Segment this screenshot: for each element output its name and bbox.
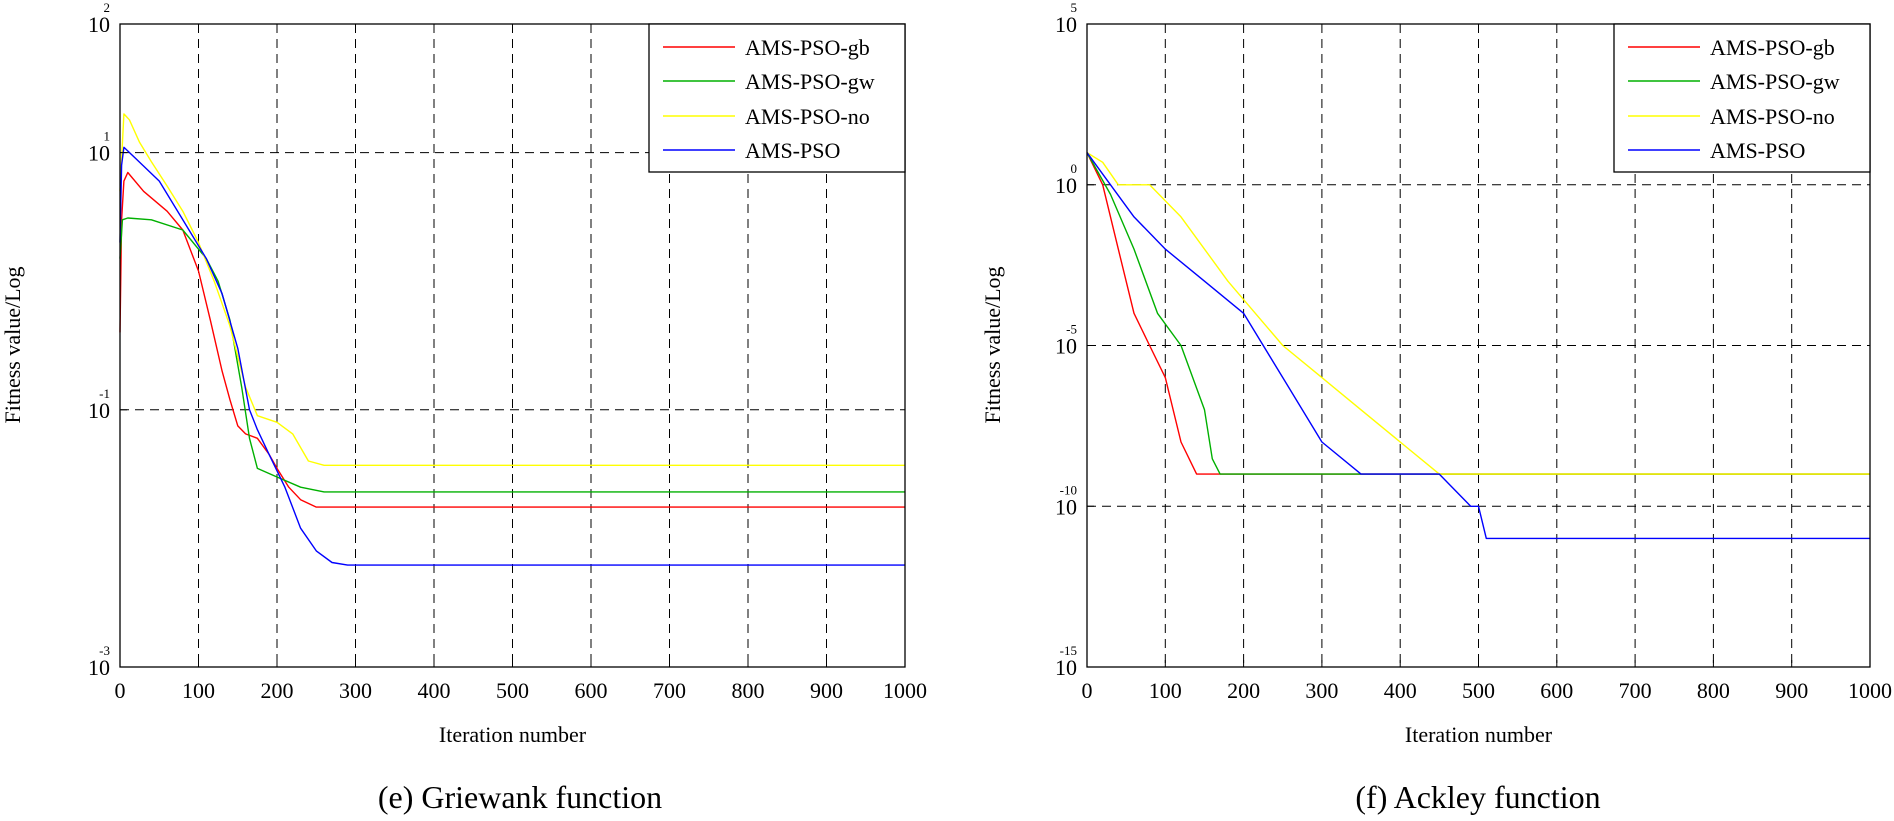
series-line-ams-pso [1086, 152, 1870, 540]
x-tick-label: 1000 [1848, 678, 1892, 703]
x-axis-label: Iteration number [1405, 722, 1553, 747]
y-tick-base: 10 [88, 141, 110, 166]
caption: (e) Griewank function [378, 779, 662, 815]
legend-box [648, 23, 906, 173]
y-tick-label: 105 [1055, 0, 1077, 37]
legend-label: AMS-PSO [745, 138, 840, 163]
y-tick-exponent: 5 [1071, 0, 1078, 15]
legend-label: AMS-PSO-no [745, 104, 870, 129]
y-tick-exponent: 1 [104, 129, 111, 144]
legend-box [1613, 23, 1871, 173]
x-tick-label: 1000 [883, 678, 927, 703]
legend-label: AMS-PSO-no [1710, 104, 1835, 129]
y-axis-label: Fitness value/Log [0, 266, 25, 423]
x-tick-label: 200 [1227, 678, 1260, 703]
y-tick-label: 10-15 [1055, 643, 1077, 680]
x-tick-label: 900 [1775, 678, 1808, 703]
y-tick-base: 10 [88, 655, 110, 680]
legend-entry: AMS-PSO [1628, 138, 1805, 163]
x-tick-label: 800 [732, 678, 765, 703]
y-tick-label: 101 [88, 129, 110, 166]
legend-label: AMS-PSO-gw [745, 69, 875, 94]
legend-label: AMS-PSO-gb [1710, 35, 1835, 60]
x-tick-label: 500 [1462, 678, 1495, 703]
x-tick-label: 700 [1619, 678, 1652, 703]
y-tick-label: 10-10 [1055, 482, 1077, 519]
y-tick-exponent: -3 [99, 643, 110, 658]
legend-label: AMS-PSO-gb [745, 35, 870, 60]
series-line-ams-pso [119, 146, 905, 566]
x-tick-label: 800 [1697, 678, 1730, 703]
x-axis-label: Iteration number [439, 722, 587, 747]
x-tick-label: 0 [1082, 678, 1093, 703]
series-line-ams-pso-gb [119, 171, 905, 508]
legend-entry: AMS-PSO [663, 138, 840, 163]
x-tick-label: 700 [653, 678, 686, 703]
series-line-ams-pso-no [119, 113, 905, 466]
y-tick-base: 10 [1055, 173, 1077, 198]
x-tick-label: 600 [575, 678, 608, 703]
x-tick-label: 300 [339, 678, 372, 703]
x-tick-label: 200 [261, 678, 294, 703]
x-tick-label: 0 [115, 678, 126, 703]
y-tick-base: 10 [1055, 494, 1077, 519]
y-tick-exponent: -15 [1060, 643, 1077, 658]
y-tick-label: 10-3 [88, 643, 110, 680]
legend-label: AMS-PSO [1710, 138, 1805, 163]
y-tick-exponent: -1 [99, 386, 110, 401]
x-tick-label: 100 [1149, 678, 1182, 703]
y-tick-base: 10 [1055, 12, 1077, 37]
legend-entry: AMS-PSO-gw [1628, 69, 1840, 94]
y-tick-exponent: 0 [1071, 161, 1078, 176]
y-tick-base: 10 [1055, 334, 1077, 359]
y-tick-base: 10 [88, 398, 110, 423]
x-tick-label: 500 [496, 678, 529, 703]
x-tick-label: 100 [182, 678, 215, 703]
x-tick-label: 900 [810, 678, 843, 703]
y-tick-exponent: 2 [104, 0, 111, 15]
y-tick-label: 10-5 [1055, 322, 1077, 359]
legend-entry: AMS-PSO-no [1628, 104, 1835, 129]
x-tick-label: 400 [1384, 678, 1417, 703]
series-line-ams-pso-gw [1086, 152, 1870, 475]
y-tick-exponent: -10 [1060, 482, 1077, 497]
y-tick-base: 10 [1055, 655, 1077, 680]
legend-entry: AMS-PSO-gw [663, 69, 875, 94]
x-tick-label: 300 [1305, 678, 1338, 703]
y-tick-base: 10 [88, 12, 110, 37]
y-tick-label: 102 [88, 0, 110, 37]
legend: AMS-PSO-gb AMS-PSO-gw AMS-PSO-no AMS-PSO [648, 23, 906, 173]
legend-entry: AMS-PSO-gb [1628, 35, 1835, 60]
x-tick-label: 600 [1540, 678, 1573, 703]
legend-entry: AMS-PSO-no [663, 104, 870, 129]
legend-entry: AMS-PSO-gb [663, 35, 870, 60]
legend: AMS-PSO-gb AMS-PSO-gw AMS-PSO-no AMS-PSO [1613, 23, 1871, 173]
y-tick-label: 100 [1055, 161, 1077, 198]
y-tick-label: 10-1 [88, 386, 110, 423]
y-axis-label: Fitness value/Log [980, 266, 1005, 423]
legend-label: AMS-PSO-gw [1710, 69, 1840, 94]
caption: (f) Ackley function [1355, 779, 1600, 815]
x-tick-label: 400 [418, 678, 451, 703]
y-tick-exponent: -5 [1066, 322, 1077, 337]
